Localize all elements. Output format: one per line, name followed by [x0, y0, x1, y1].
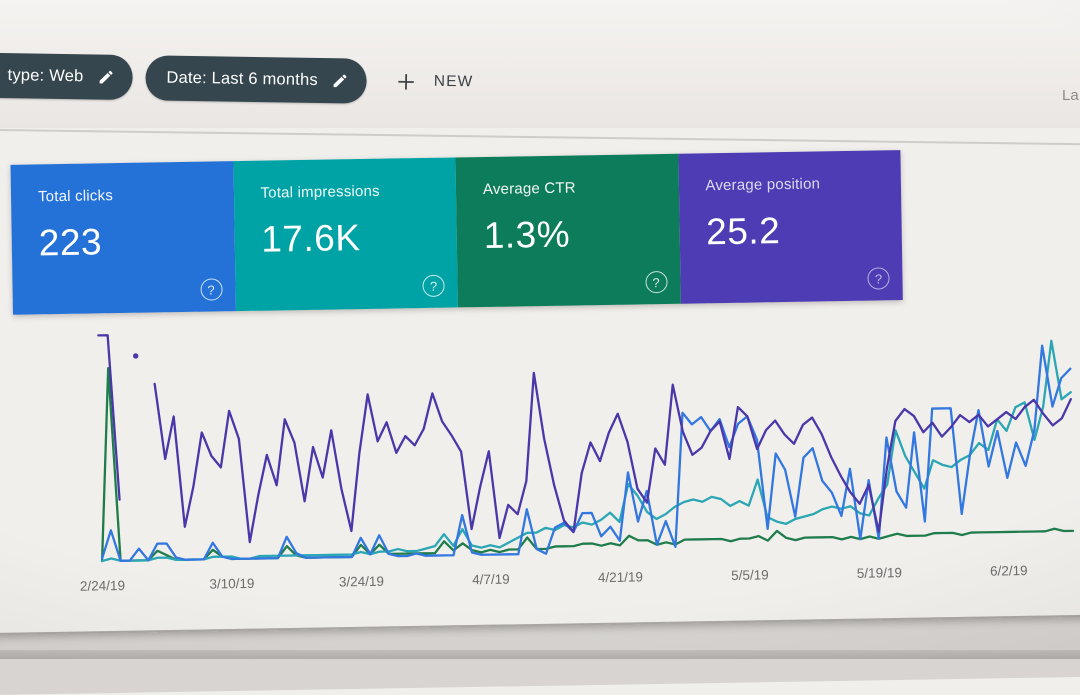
filter-chip-search-type-label: type: Web	[7, 65, 84, 85]
x-axis-tick-label: 2/24/19	[80, 578, 125, 594]
x-axis-tick-label: 5/19/19	[857, 565, 902, 581]
metric-label: Total clicks	[37, 187, 114, 206]
x-axis-tick-label: 3/10/19	[209, 576, 254, 592]
x-axis-tick-label: 5/5/19	[731, 567, 769, 583]
help-icon[interactable]: ?	[199, 278, 223, 301]
chart-line-total-impressions	[100, 339, 1072, 563]
screen-bezel-band	[0, 650, 1080, 659]
x-axis-tick-label: 4/7/19	[472, 572, 510, 588]
metric-card-average-position[interactable]: Average position 25.2 ?	[677, 150, 903, 304]
performance-report-panel: Total clicks 223 ? Total impressions 17.…	[0, 117, 1080, 655]
help-icon[interactable]: ?	[644, 270, 668, 294]
metric-value: 25.2	[705, 210, 781, 253]
x-axis-tick-label: 4/21/19	[598, 569, 643, 585]
metric-card-total-clicks[interactable]: Total clicks 223 ?	[10, 161, 236, 315]
filter-chip-search-type[interactable]: type: Web	[0, 51, 133, 100]
filter-chips-row: type: Web Date: Last 6 months NEW	[0, 51, 474, 105]
metric-cards-row: Total clicks 223 ? Total impressions 17.…	[10, 150, 903, 315]
new-filter-button[interactable]: NEW	[394, 69, 474, 95]
plus-icon	[394, 69, 419, 94]
filter-chip-date[interactable]: Date: Last 6 months	[145, 54, 368, 104]
metric-value: 17.6K	[260, 217, 361, 260]
help-icon[interactable]: ?	[867, 267, 890, 290]
chart-point-average-position	[132, 353, 139, 359]
performance-chart[interactable]: 2/24/19 3/10/19 3/24/19 4/7/19 4/21/19 5/5/19…	[3, 302, 1080, 620]
new-filter-button-label: NEW	[433, 72, 474, 91]
filter-chip-date-label: Date: Last 6 months	[166, 68, 319, 89]
metric-label: Average CTR	[482, 179, 576, 198]
x-axis-tick-label: 3/24/19	[339, 574, 384, 590]
edit-icon[interactable]	[332, 72, 349, 89]
chart-line-total-clicks	[100, 344, 1072, 562]
x-axis-tick-label: 6/2/19	[990, 563, 1028, 579]
metric-value: 223	[38, 221, 103, 264]
header-truncated-text: La	[1062, 87, 1079, 104]
metric-label: Average position	[705, 175, 821, 195]
metric-card-average-ctr[interactable]: Average CTR 1.3% ?	[455, 153, 681, 308]
metric-card-total-impressions[interactable]: Total impressions 17.6K ?	[232, 157, 458, 312]
metric-value: 1.3%	[483, 213, 571, 256]
chart-line-average-position	[153, 371, 1072, 544]
help-icon[interactable]: ?	[422, 274, 445, 298]
metric-label: Total impressions	[260, 182, 380, 202]
chart-line-average-position	[97, 334, 121, 501]
performance-chart-svg: 2/24/19 3/10/19 3/24/19 4/7/19 4/21/19 5/5/19…	[80, 334, 1075, 594]
edit-icon[interactable]	[97, 68, 114, 85]
